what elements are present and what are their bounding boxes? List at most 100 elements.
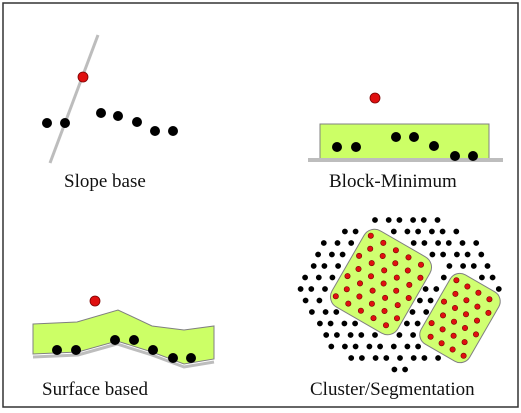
cluster-segment-point: [382, 322, 389, 329]
slope-caption: Slope base: [64, 171, 146, 192]
cluster-ground-point: [310, 263, 317, 269]
cluster-segment-point: [380, 239, 387, 246]
cluster-segment-point: [439, 326, 446, 333]
cluster-segment-point: [473, 317, 480, 324]
cluster-segment-point: [405, 294, 412, 301]
cluster-ground-point: [352, 343, 359, 350]
cluster-segment-point: [355, 265, 362, 272]
cluster-ground-point: [397, 355, 403, 361]
surface-ground-point: [148, 345, 158, 355]
cluster-segment-point: [451, 304, 458, 311]
block-ground-point: [468, 151, 478, 161]
cluster-ground-point: [390, 343, 397, 350]
cluster-ground-point: [484, 263, 491, 269]
cluster-ground-point: [464, 251, 471, 258]
cluster-ground-point: [352, 228, 359, 235]
cluster-ground-point: [453, 228, 460, 235]
cluster-segment-point: [356, 280, 363, 287]
cluster-ground-point: [383, 355, 390, 361]
cluster-ground-point: [435, 355, 441, 361]
cluster-segment-point: [472, 331, 479, 338]
cluster-ground-point: [404, 320, 410, 327]
cluster-segment-point: [392, 247, 399, 254]
cluster-ground-point: [435, 240, 441, 246]
cluster-segment-point: [461, 324, 468, 331]
block-ground-point: [450, 151, 460, 161]
cluster-ground-point: [396, 332, 403, 338]
cluster-segment-point: [439, 312, 446, 319]
cluster-ground-point: [348, 355, 355, 361]
cluster-ground-point: [342, 228, 348, 235]
cluster-ground-point: [320, 240, 327, 246]
cluster-ground-point: [396, 217, 403, 223]
slope-ground-point: [42, 118, 52, 128]
cluster-segment-point: [368, 300, 375, 307]
cluster-ground-point: [390, 228, 397, 235]
cluster-ground-point: [470, 263, 477, 269]
cluster-segment-point: [438, 340, 445, 347]
slope-ground-point: [168, 126, 178, 136]
cluster-segment-point: [461, 339, 468, 346]
cluster-ground-point: [495, 286, 502, 292]
cluster-ground-point: [423, 309, 430, 315]
cluster-ground-point: [414, 320, 421, 327]
cluster-segment-2: [419, 272, 501, 364]
cluster-ground-point: [316, 297, 323, 304]
block-ground-point: [332, 142, 342, 152]
cluster-segment-point: [380, 280, 387, 287]
cluster-ground-point: [445, 240, 452, 246]
cluster-ground-point: [421, 355, 428, 361]
cluster-segment-point: [368, 260, 375, 267]
cluster-segment-point: [369, 287, 376, 294]
cluster-ground-point: [391, 366, 398, 373]
cluster-segment-point: [475, 289, 482, 296]
cluster-ground-point: [366, 343, 373, 350]
cluster-ground-point: [341, 320, 348, 327]
cluster-ground-point: [410, 217, 416, 223]
cluster-ground-point: [422, 286, 429, 292]
block-ground-point: [409, 132, 419, 142]
block-caption: Block-Minimum: [329, 171, 457, 192]
cluster-segment-point: [367, 245, 374, 252]
cluster-ground-point: [333, 309, 340, 315]
cluster-segment-point: [474, 303, 481, 310]
cluster-segment-point: [367, 273, 374, 280]
cluster-segment-point: [381, 307, 388, 314]
surface-ground-point: [129, 335, 139, 345]
cluster-ground-point: [440, 274, 447, 281]
cluster-ground-point: [359, 355, 365, 361]
cluster-segment-point: [357, 307, 364, 314]
cluster-ground-point: [454, 251, 460, 258]
cluster-ground-point: [459, 240, 466, 246]
cluster-segment-point: [379, 253, 386, 260]
cluster-ground-point: [409, 309, 416, 315]
cluster-ground-point: [315, 251, 321, 258]
cluster-ground-point: [434, 217, 441, 223]
cluster-ground-point: [479, 274, 485, 281]
cluster-segment-point: [392, 260, 399, 267]
cluster-segment-point: [460, 352, 467, 359]
slope-ground-point: [150, 126, 160, 136]
cluster-segment-point: [452, 290, 459, 297]
cluster-ground-point: [404, 228, 411, 235]
slope-ground-point: [132, 117, 142, 127]
slope-ground-point: [60, 118, 70, 128]
cluster-ground-point: [317, 320, 323, 327]
cluster-segment-point: [450, 332, 457, 339]
cluster-segment-point: [462, 311, 469, 318]
cluster-ground-point: [347, 332, 354, 338]
cluster-segment-point: [356, 293, 363, 300]
cluster-segment-point: [394, 302, 401, 309]
cluster-segment-point: [344, 273, 351, 280]
surface-ground-line: [32, 342, 215, 369]
cluster-ground-point: [302, 297, 309, 304]
cluster-ground-point: [433, 286, 440, 292]
cluster-ground-point: [322, 286, 328, 292]
cluster-ground-point: [427, 297, 434, 304]
cluster-ground-point: [339, 251, 346, 258]
surface-caption: Surface based: [42, 379, 149, 400]
cluster-segment-point: [449, 346, 456, 353]
cluster-segment-point: [367, 232, 374, 239]
